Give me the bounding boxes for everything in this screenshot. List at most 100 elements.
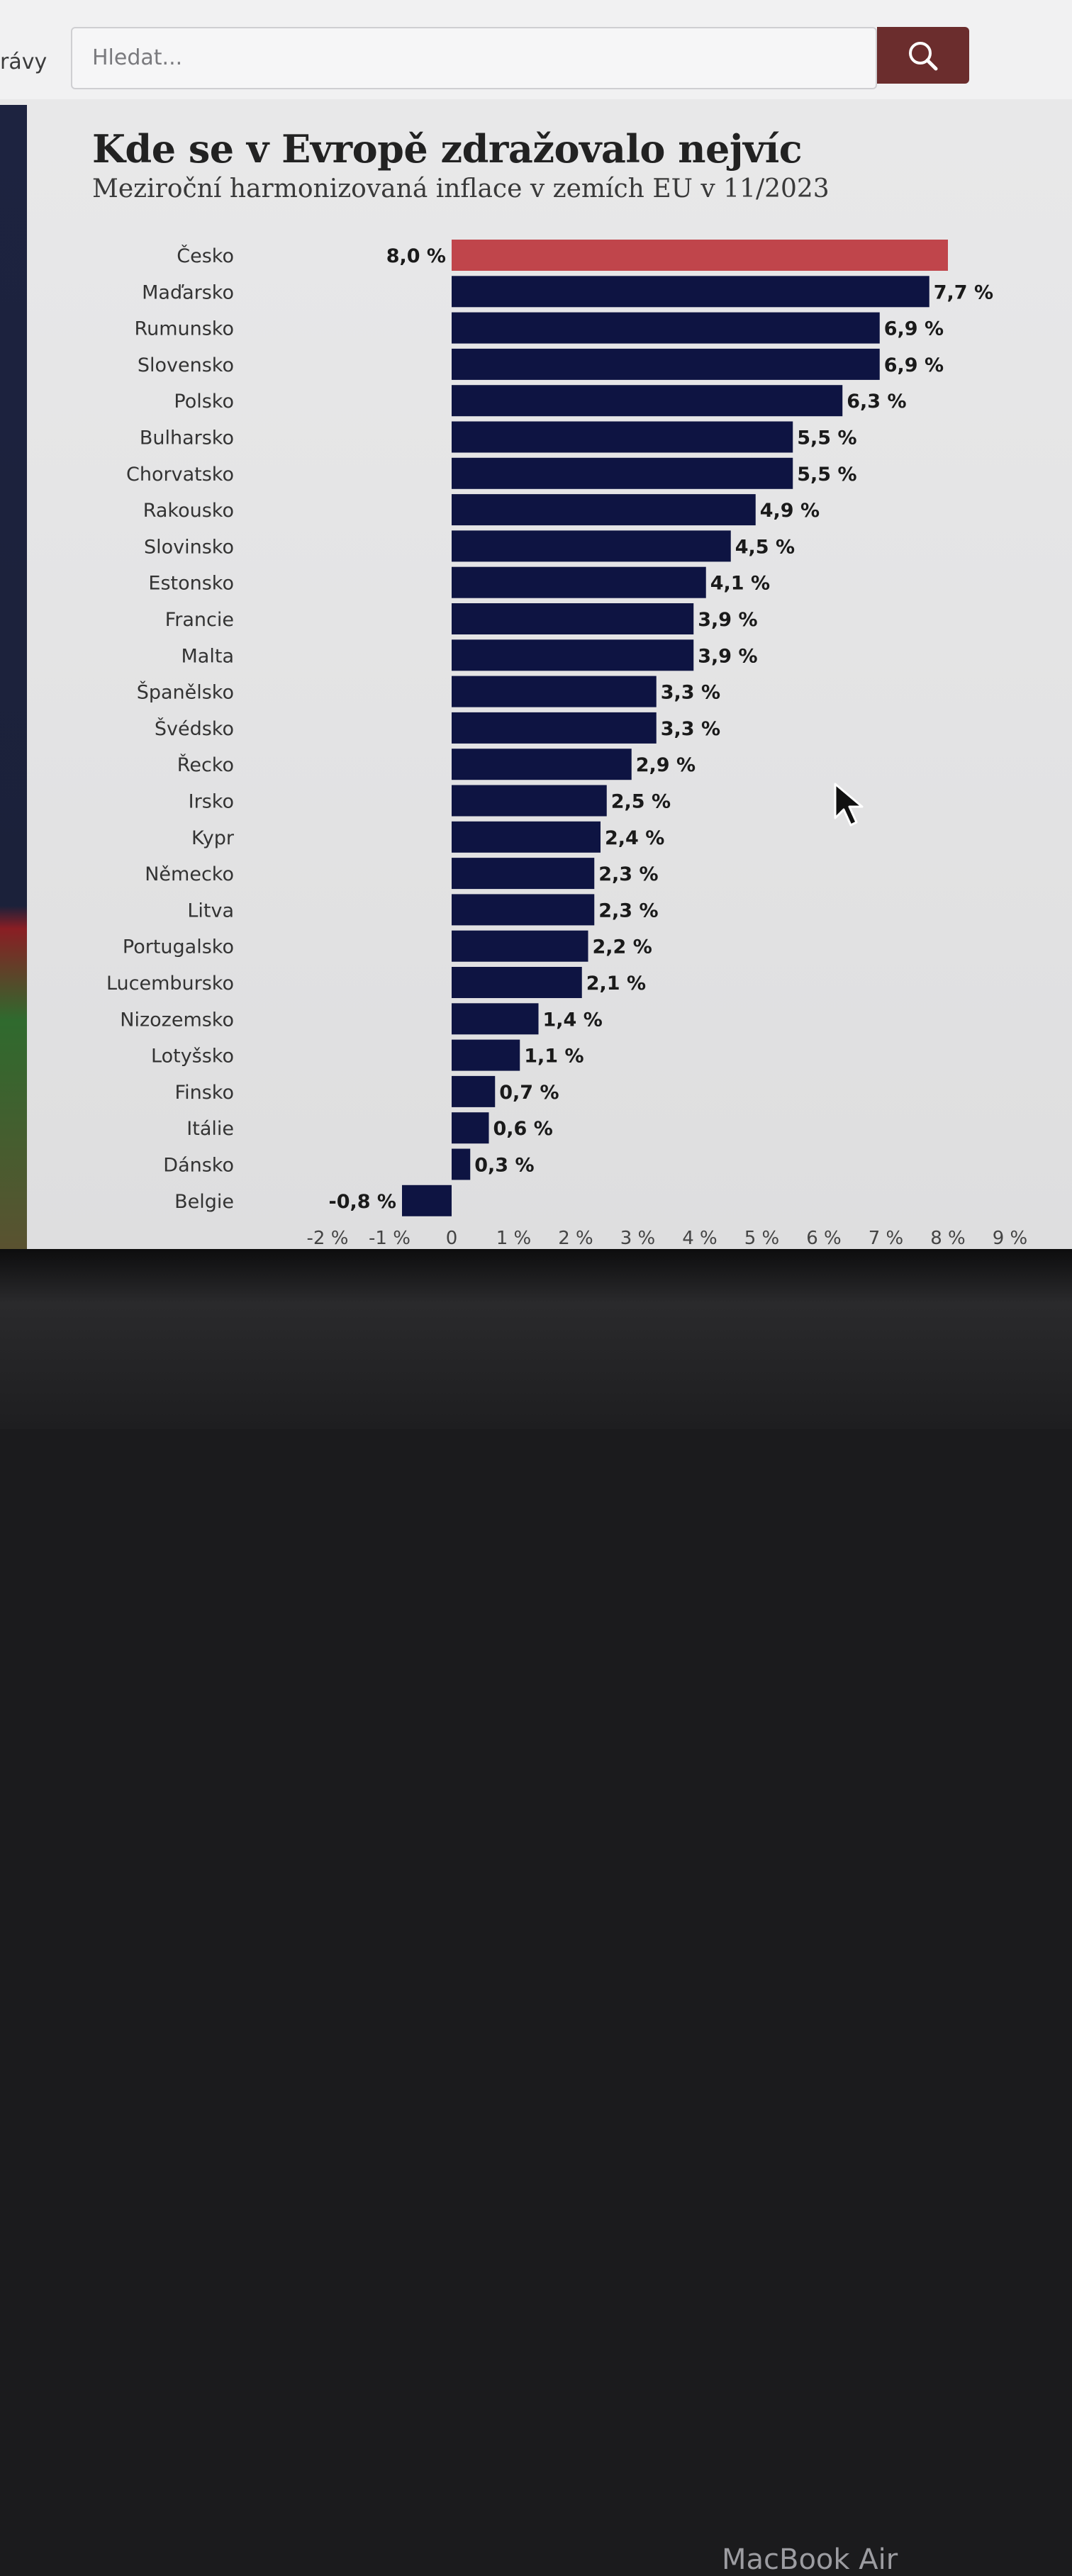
category-label: Řecko: [177, 754, 234, 776]
x-tick-label: 2 %: [558, 1228, 593, 1249]
bar: [452, 240, 948, 271]
category-label: Rumunsko: [135, 318, 234, 340]
value-label: -0,8 %: [329, 1191, 397, 1213]
x-tick-label: -1 %: [369, 1228, 411, 1249]
bar: [452, 858, 595, 890]
category-label: Nizozemsko: [120, 1009, 234, 1031]
nav-link-fragment[interactable]: rávy: [0, 50, 48, 74]
category-label: Rakousko: [143, 500, 234, 522]
chart-title: Kde se v Evropě zdražovalo nejvíc: [92, 126, 803, 172]
value-label: 2,2 %: [593, 936, 652, 958]
category-label: Francie: [165, 609, 234, 631]
value-label: 2,3 %: [598, 863, 658, 885]
category-label: Estonsko: [148, 573, 234, 595]
category-label: Litva: [187, 900, 234, 922]
category-label: Irsko: [189, 791, 234, 813]
x-tick-label: 4 %: [682, 1228, 718, 1249]
search-input[interactable]: Hledat...: [71, 27, 877, 89]
bar: [452, 1003, 539, 1035]
category-label: Bulharsko: [140, 427, 234, 449]
bar: [452, 712, 657, 744]
device-brand-label: MacBook Air: [722, 2543, 898, 2576]
category-label: Kypr: [191, 827, 235, 849]
bar: [452, 385, 843, 417]
x-tick-label: 7 %: [869, 1228, 904, 1249]
value-label: 3,9 %: [698, 609, 757, 631]
value-label: 3,9 %: [698, 645, 757, 667]
bar: [452, 530, 731, 562]
bar: [452, 312, 880, 344]
value-label: 4,1 %: [710, 573, 770, 595]
value-label: 7,7 %: [934, 281, 993, 303]
category-label: Česko: [177, 245, 234, 267]
value-label: 2,3 %: [598, 900, 658, 922]
category-label: Španělsko: [137, 681, 234, 704]
laptop-bezel: MacBook Air: [0, 1249, 1072, 2576]
category-label: Portugalsko: [123, 936, 234, 958]
category-label: Slovensko: [138, 354, 234, 376]
bar: [402, 1185, 452, 1216]
x-tick-label: 5 %: [744, 1228, 780, 1249]
bar: [452, 494, 756, 526]
value-label: 0,6 %: [493, 1118, 553, 1140]
category-label: Dánsko: [163, 1155, 234, 1177]
category-label: Finsko: [175, 1082, 234, 1104]
value-label: 6,9 %: [884, 354, 944, 376]
value-label: 1,1 %: [524, 1046, 584, 1068]
category-label: Chorvatsko: [126, 464, 234, 486]
search-button[interactable]: [877, 27, 969, 84]
bar: [452, 967, 582, 998]
bar: [452, 821, 601, 853]
bar: [452, 894, 595, 926]
category-label: Lotyšsko: [151, 1046, 234, 1068]
value-label: 0,3 %: [474, 1155, 534, 1177]
value-label: 2,5 %: [611, 791, 671, 813]
category-label: Švédsko: [155, 717, 234, 740]
bar: [452, 421, 793, 453]
chart-subtitle: Meziroční harmonizovaná inflace v zemích…: [92, 174, 830, 203]
value-label: 3,3 %: [661, 682, 720, 704]
value-label: 0,7 %: [499, 1082, 559, 1104]
value-label: 5,5 %: [797, 464, 856, 486]
x-tick-label: -2 %: [307, 1228, 349, 1249]
x-tick-label: 1 %: [496, 1228, 532, 1249]
bar: [452, 348, 880, 380]
value-label: 5,5 %: [797, 427, 856, 449]
value-label: 2,1 %: [586, 973, 646, 995]
value-label: 1,4 %: [543, 1009, 603, 1031]
category-label: Belgie: [174, 1191, 234, 1213]
category-label: Itálie: [186, 1118, 234, 1140]
bar: [452, 930, 588, 962]
bar: [452, 785, 607, 817]
x-tick-label: 8 %: [930, 1228, 966, 1249]
x-tick-label: 6 %: [806, 1228, 842, 1249]
bar: [452, 1112, 489, 1144]
bar: [452, 1148, 471, 1180]
category-label: Lucembursko: [106, 973, 234, 995]
value-label: 2,9 %: [636, 754, 696, 776]
bar: [452, 676, 657, 707]
x-tick-label: 9 %: [993, 1228, 1028, 1249]
laptop-screen: rávy Hledat... Kde se v Evropě zdražoval…: [0, 0, 1072, 1249]
bar: [452, 749, 632, 780]
inflation-bar-chart: Česko 8,0 % Maďarsko 7,7 % Rumunsko 6,9 % Slov…: [106, 240, 1028, 1249]
bar: [452, 276, 929, 308]
value-label: 4,9 %: [760, 500, 820, 522]
x-tick-label: 0: [446, 1228, 458, 1249]
category-label: Polsko: [174, 391, 234, 413]
bar: [452, 1039, 520, 1071]
search-icon: [909, 42, 938, 71]
category-label: Německo: [145, 863, 234, 885]
bar: [452, 603, 694, 634]
value-label: 3,3 %: [661, 718, 720, 740]
category-label: Slovinsko: [144, 536, 234, 558]
value-label: 2,4 %: [605, 827, 664, 849]
category-label: Maďarsko: [142, 281, 234, 303]
bar: [452, 457, 793, 489]
value-label: 8,0 %: [386, 245, 446, 267]
mouse-cursor-icon: [834, 783, 866, 831]
value-label: 6,9 %: [884, 318, 944, 340]
value-label: 4,5 %: [735, 536, 795, 558]
bar: [452, 1075, 496, 1107]
side-image-strip: [0, 105, 27, 1249]
